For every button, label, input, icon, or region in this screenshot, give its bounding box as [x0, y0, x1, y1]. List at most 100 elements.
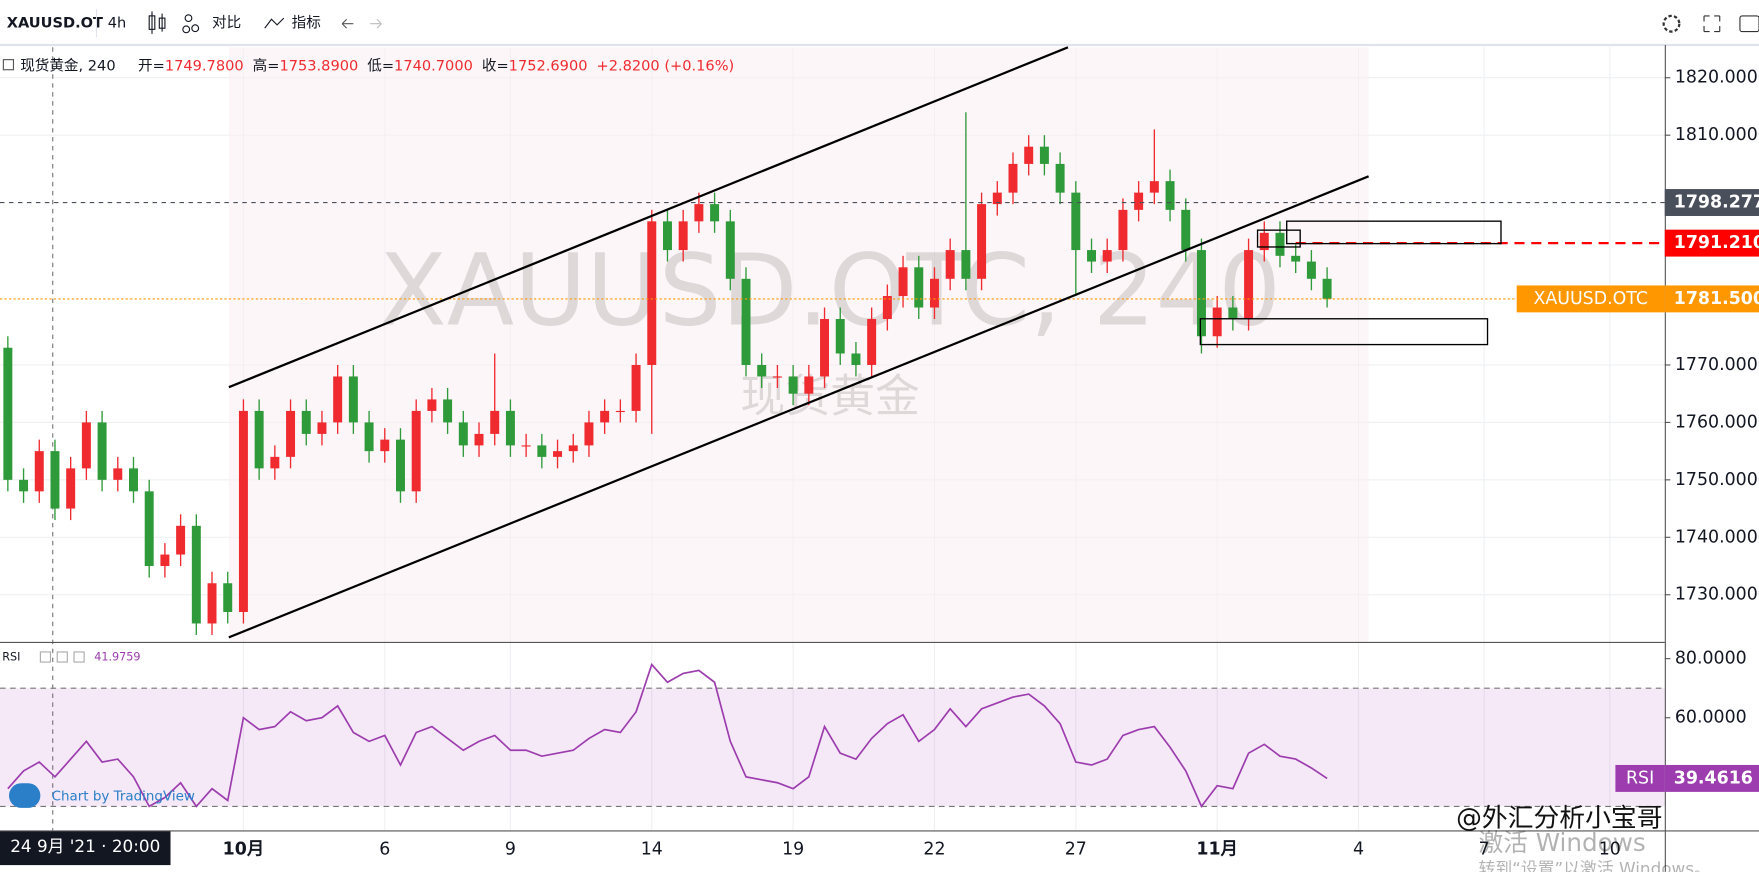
interval-button[interactable]: 4h	[108, 15, 127, 32]
legend-label: 开=	[138, 57, 165, 74]
rsi-legend-value: 41.9759	[94, 651, 140, 664]
attribution[interactable]: Chart by TradingView	[52, 790, 195, 805]
candle-body	[317, 422, 327, 434]
legend-label: 高=	[253, 57, 280, 74]
legend: 现货黄金, 240 开=1749.7800 高=1753.8900 低=1740.70…	[20, 57, 734, 74]
toolbar	[0, 0, 1759, 46]
rsi-name-tag	[1615, 764, 1665, 792]
y-tick-label: 1820.0000	[1675, 68, 1759, 88]
y-tick-label: 1770.0000	[1675, 355, 1759, 375]
x-tick-label: 10月	[223, 839, 265, 859]
candle-body	[1212, 307, 1222, 337]
collapse-button[interactable]	[2, 59, 15, 71]
windows-title: 激活 Windows	[1479, 828, 1646, 857]
watermark-name: 现货黄金	[740, 370, 919, 423]
candle-body	[380, 439, 390, 452]
indicators-icon[interactable]	[264, 17, 285, 29]
candle-body	[1071, 192, 1081, 251]
candle-body	[977, 204, 987, 279]
chart-type-button[interactable]	[148, 11, 166, 34]
candle-body	[804, 376, 814, 394]
y-tick-label: 1750.0000	[1675, 470, 1759, 490]
windows-text: 转到“设置”以激活 Windows。	[1479, 859, 1711, 872]
candle-body	[238, 410, 248, 612]
candle-body	[1165, 181, 1175, 210]
crosshair-time-tag	[0, 831, 171, 866]
compare-icon[interactable]	[182, 14, 200, 34]
candle-body	[1306, 261, 1316, 279]
symbol-button[interactable]: XAUUSD.OT	[7, 15, 103, 32]
fullscreen-button[interactable]	[1703, 15, 1721, 33]
symbol-tag-label: XAUUSD.OTC	[1533, 289, 1648, 309]
y-tick-label: 1810.0000	[1675, 125, 1759, 145]
candle-body	[427, 399, 437, 411]
legend-name: 现货黄金, 240	[20, 57, 115, 74]
candle-body	[254, 410, 264, 469]
candle-body	[411, 410, 421, 492]
candle-body	[1228, 307, 1238, 320]
candle-body	[929, 278, 939, 308]
candle-body	[191, 525, 201, 624]
price-tag	[1664, 229, 1759, 257]
candle-body	[176, 525, 186, 555]
compare-button[interactable]: 对比	[212, 15, 241, 32]
legend-value: 1753.8900	[279, 57, 358, 74]
snapshot-button[interactable]	[1739, 15, 1759, 33]
candle-body	[600, 410, 610, 423]
legend-change: +2.8200 (+0.16%)	[596, 57, 734, 74]
channel-top	[228, 46, 1069, 389]
y-tick-label: 80.0000	[1675, 649, 1747, 669]
y-tick-label: 1760.0000	[1675, 412, 1759, 432]
candle-body	[961, 250, 971, 279]
redo-button[interactable]	[370, 18, 382, 29]
legend-value: 1752.6900	[509, 57, 588, 74]
candle-body	[1134, 192, 1144, 210]
channel-fill	[228, 47, 1369, 642]
candle-body	[757, 364, 767, 377]
candle-body	[223, 583, 233, 612]
candle-body	[788, 376, 798, 394]
rsi-legend-icons[interactable]	[39, 651, 85, 663]
candle-body	[898, 267, 908, 297]
candle-body	[1008, 163, 1018, 193]
candle-body	[1322, 278, 1332, 299]
settings-button[interactable]	[1662, 14, 1681, 33]
x-tick-label: 9	[505, 839, 516, 859]
candle-body	[710, 204, 720, 222]
x-tick-label: 7	[1479, 839, 1490, 859]
zone-box	[1286, 220, 1502, 245]
candle-body	[364, 422, 374, 452]
candle-body	[615, 410, 625, 413]
candle-body	[1039, 146, 1049, 164]
candle-body	[1196, 250, 1206, 337]
indicators-button[interactable]: 指标	[292, 15, 321, 32]
candle-body	[584, 422, 594, 446]
candle-body	[301, 410, 311, 434]
candle-body	[286, 410, 296, 457]
rsi-value-tag	[1664, 764, 1759, 792]
candle-body	[50, 451, 60, 509]
candle-body	[19, 479, 29, 492]
tradingview-badge[interactable]: Chart by TradingView	[8, 783, 195, 808]
rsi-value-label: 39.4616	[1674, 768, 1753, 788]
candle-body	[207, 583, 217, 624]
watermark-symbol: XAUUSD.OTC, 240	[379, 233, 1281, 348]
candle-body	[882, 296, 892, 320]
drawings	[228, 46, 1502, 639]
rsi-pane: 80.0000 60.0000	[0, 649, 1747, 809]
candle-body	[3, 347, 13, 480]
undo-button[interactable]	[341, 18, 354, 29]
y-tick-label: 60.0000	[1675, 708, 1747, 728]
price-pane	[0, 112, 1665, 635]
candle-body	[1102, 250, 1112, 262]
candle-body	[867, 319, 877, 365]
candle-body	[443, 399, 453, 423]
candle-body	[992, 192, 1002, 205]
candle-body	[1118, 209, 1128, 251]
candle-body	[537, 445, 547, 457]
channel-bottom	[228, 175, 1370, 639]
candle-body	[505, 410, 515, 446]
rsi-legend-name: RSI	[2, 651, 20, 664]
